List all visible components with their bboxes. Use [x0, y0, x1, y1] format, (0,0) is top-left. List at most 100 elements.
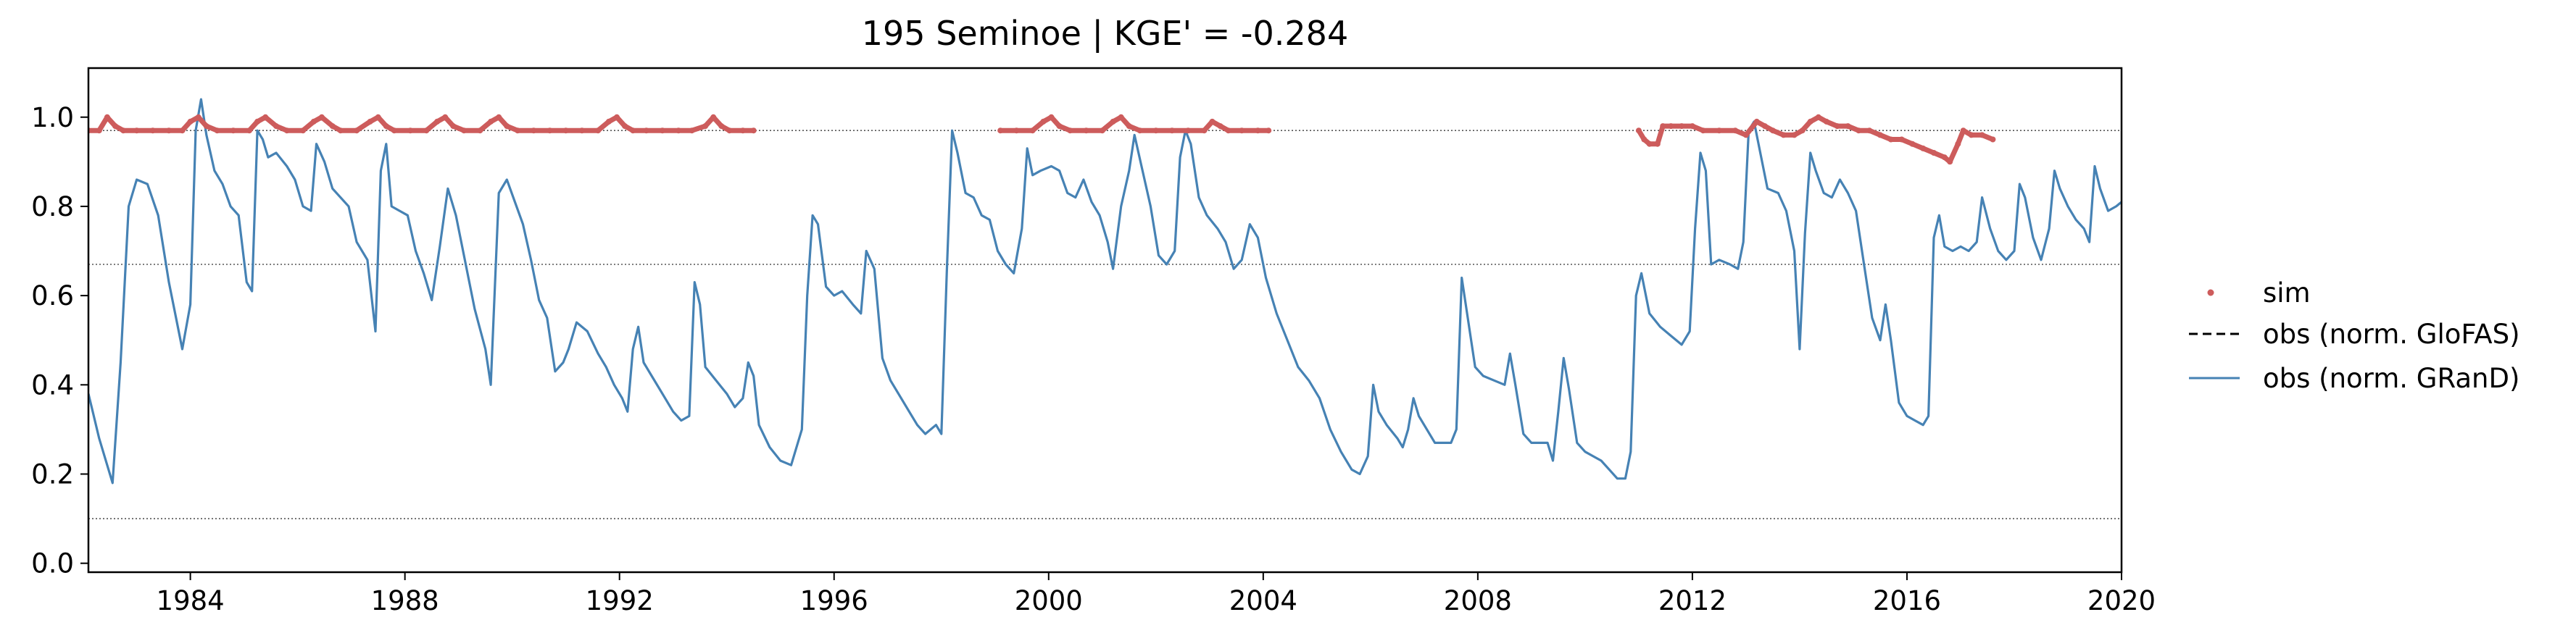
sim-point-58	[750, 127, 757, 134]
sim-point-101	[1815, 114, 1821, 120]
sim-point-102	[1823, 118, 1829, 125]
sim-point-14	[246, 127, 252, 134]
sim-point-71	[1137, 127, 1143, 134]
sim-point-4	[120, 127, 127, 134]
reference-lines	[88, 130, 2122, 519]
sim-point-70	[1126, 123, 1132, 130]
sim-point-1	[96, 127, 102, 134]
sim-point-86	[1660, 123, 1666, 130]
sim-point-23	[337, 127, 344, 134]
legend-sim-label: sim	[2263, 277, 2311, 309]
sim-point-82	[1635, 127, 1642, 134]
sim-point-106	[1866, 127, 1873, 134]
sim-point-88	[1679, 123, 1685, 130]
legend-sim-marker	[2207, 289, 2214, 296]
sim-point-114	[1947, 159, 1953, 165]
sim-point-29	[407, 127, 414, 134]
series-sim	[88, 114, 1996, 165]
sim-point-33	[450, 123, 457, 130]
sim-point-103	[1834, 123, 1840, 130]
x-tick-label-2020: 2020	[2087, 585, 2156, 616]
sim-point-89	[1689, 123, 1695, 130]
sim-point-96	[1769, 127, 1776, 134]
sim-point-16	[262, 114, 269, 120]
sim-point-107	[1877, 132, 1883, 138]
sim-point-2	[104, 114, 110, 120]
y-tick-label-3: 0.6	[31, 280, 74, 311]
sim-point-105	[1856, 127, 1862, 134]
x-tick-label-1996: 1996	[800, 585, 868, 616]
sim-point-76	[1209, 118, 1216, 125]
sim-point-53	[702, 123, 709, 130]
sim-point-73	[1169, 127, 1175, 134]
sim-point-35	[477, 127, 483, 134]
sim-point-61	[1029, 127, 1036, 134]
sim-point-109	[1898, 136, 1905, 143]
y-tick-label-4: 0.8	[31, 191, 74, 222]
sim-point-18	[283, 127, 290, 134]
sim-point-104	[1845, 123, 1851, 130]
legend-grand-label: obs (norm. GRanD)	[2263, 363, 2519, 394]
sim-point-43	[578, 127, 585, 134]
plot-frame	[87, 67, 2123, 574]
sim-point-87	[1668, 123, 1674, 130]
sim-point-59	[997, 127, 1004, 134]
sim-point-60	[1013, 127, 1020, 134]
sim-point-94	[1753, 118, 1760, 125]
sim-point-108	[1887, 136, 1894, 143]
sim-point-49	[643, 127, 649, 134]
sim-point-118	[1979, 132, 1985, 138]
sim-point-116	[1960, 127, 1966, 134]
sim-point-66	[1083, 127, 1089, 134]
sim-point-95	[1761, 123, 1768, 130]
sim-point-69	[1118, 114, 1124, 120]
sim-point-15	[254, 118, 261, 125]
sim-point-34	[461, 127, 468, 134]
sim-point-41	[547, 127, 553, 134]
sim-point-84	[1646, 141, 1653, 147]
sim-point-54	[710, 114, 717, 120]
x-tick-label-1988: 1988	[371, 585, 439, 616]
sim-point-10	[195, 114, 201, 120]
x-tick-label-2016: 2016	[1873, 585, 1941, 616]
plot-area	[88, 98, 2122, 485]
sim-point-115	[1955, 141, 1961, 147]
sim-point-52	[689, 127, 695, 134]
legend: sim obs (norm. GloFAS) obs (norm. GRanD)	[2189, 277, 2520, 394]
sim-point-26	[375, 114, 381, 120]
sim-point-57	[739, 127, 746, 134]
sim-point-28	[391, 127, 397, 134]
sim-point-45	[605, 118, 612, 125]
sim-point-74	[1185, 127, 1192, 134]
chart-title: 195 Seminoe | KGE' = -0.284	[862, 14, 1348, 54]
sim-point-111	[1920, 145, 1927, 151]
sim-point-67	[1099, 127, 1105, 134]
sim-point-20	[310, 118, 317, 125]
sim-point-98	[1791, 132, 1798, 138]
x-axis: 1984 1988 1992 1996 2000 2004 2008 2012 2016 2020	[157, 572, 2156, 616]
sim-point-110	[1909, 141, 1916, 147]
sim-point-91	[1716, 127, 1722, 134]
sim-point-85	[1654, 141, 1661, 147]
y-axis: 0.0 0.2 0.4 0.6 0.8 1.0	[31, 102, 88, 579]
sim-point-62	[1040, 118, 1047, 125]
sim-point-47	[622, 123, 628, 130]
y-tick-label-1: 0.2	[31, 458, 74, 490]
sim-point-93	[1742, 132, 1749, 138]
sim-point-83	[1641, 136, 1648, 143]
sim-point-22	[329, 123, 336, 130]
sim-point-24	[354, 127, 360, 134]
sim-point-75	[1201, 127, 1208, 134]
sim-point-3	[112, 123, 118, 130]
sim-point-97	[1780, 132, 1787, 138]
sim-point-117	[1968, 132, 1974, 138]
sim-point-39	[515, 127, 521, 134]
sim-point-25	[367, 118, 373, 125]
sim-point-119	[1990, 136, 1996, 143]
sim-point-27	[383, 123, 389, 130]
sim-point-7	[166, 127, 172, 134]
sim-point-99	[1799, 127, 1806, 134]
x-tick-label-2012: 2012	[1658, 585, 1727, 616]
sim-point-30	[423, 127, 430, 134]
